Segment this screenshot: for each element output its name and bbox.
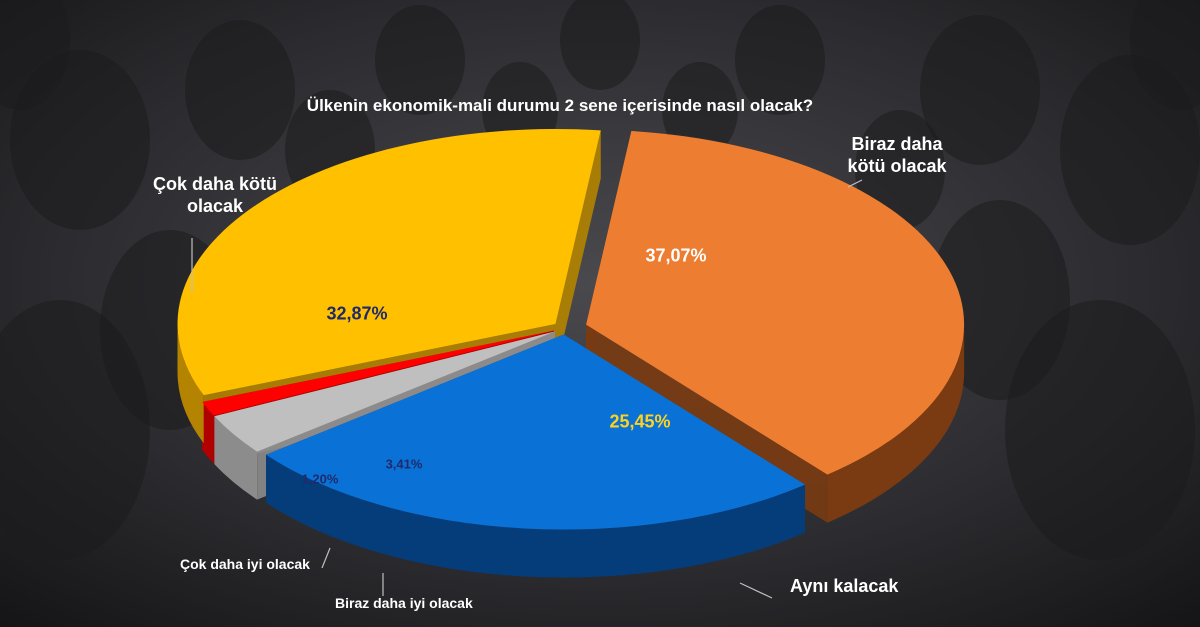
slice-çok-daha-kötü-olacak [177,128,601,396]
leader-line [321,547,331,569]
value-label-cok-kotu: 32,87% [326,303,388,324]
slice-label-ayni: Aynı kalacak [790,576,899,596]
slice-side-3 [202,401,214,464]
crowd-blob [855,110,945,230]
crowd-blob [0,0,70,110]
slice-side-1 [266,454,806,578]
crowd-blob [1130,0,1200,110]
value-label-ayni: 25,45% [609,411,671,432]
crowd-blob [662,62,738,158]
slice-biraz-daha-iyi-olacak [214,331,555,452]
slice-aynı-kalacak [266,334,806,530]
slice-label-cok-kotu: Çok daha kötü olacak [152,174,277,216]
slice-label-biraz-kotu: Biraz daha kötü olacak [847,134,947,176]
value-label-biraz-iyi: 3,41% [385,456,423,472]
crowd-blob [375,5,465,115]
slice-side-2 [214,416,258,500]
leader-line [847,179,863,188]
slice-biraz-daha-kötü-olacak [586,130,965,475]
pie-chart [177,128,965,578]
crowd-blob [185,20,295,160]
crowd-blob [930,200,1070,400]
slice-label-biraz-iyi: Biraz daha iyi olacak [335,595,473,611]
leader-line [739,582,773,599]
value-label-biraz-kotu: 37,07% [645,245,707,266]
slice-cut-4 [555,130,601,372]
slice-side-0 [827,324,965,523]
slice-çok-daha-iyi-olacak [202,330,555,416]
chart-title: Ülkenin ekonomik-mali durumu 2 sene içer… [306,96,814,115]
slice-side-4 [177,323,204,444]
crowd-blob [735,5,825,115]
slice-label-cok-iyi: Çok daha iyi olacak [180,556,310,572]
crowd-blob [560,0,640,90]
crowd-blob [920,15,1040,165]
leader-lines [191,179,863,599]
value-label-cok-iyi: 1,20% [301,471,339,487]
